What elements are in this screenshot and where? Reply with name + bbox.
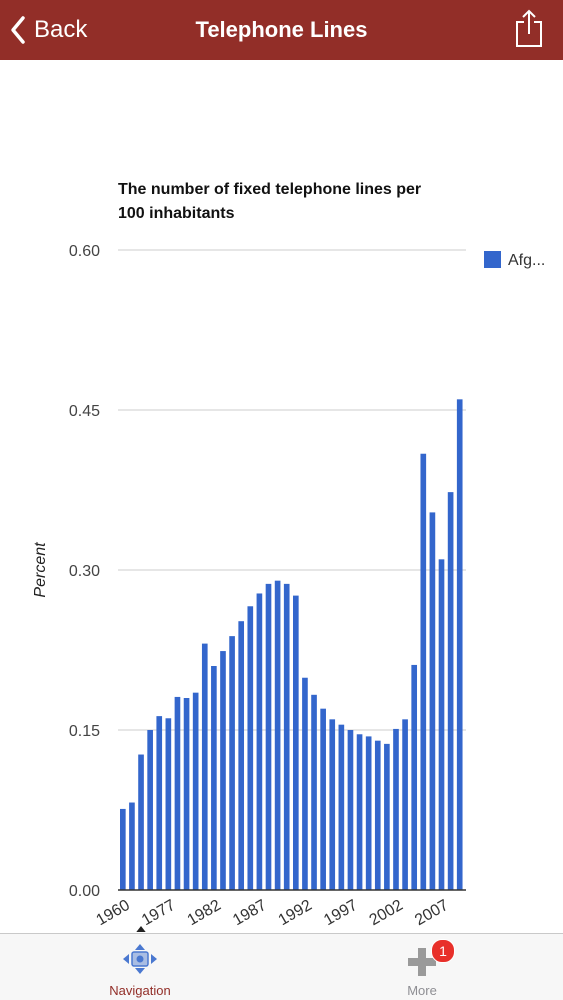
bar bbox=[311, 694, 317, 890]
bar bbox=[265, 583, 272, 890]
tab-more[interactable]: 1 More bbox=[352, 934, 492, 1000]
bar bbox=[138, 754, 144, 890]
bar bbox=[201, 643, 208, 890]
back-button[interactable]: Back bbox=[10, 10, 87, 50]
bar bbox=[238, 621, 245, 890]
bar bbox=[356, 734, 363, 890]
legend-swatch bbox=[484, 251, 501, 268]
bar bbox=[365, 736, 372, 890]
tab-more-label: More bbox=[407, 983, 437, 998]
bar bbox=[283, 583, 290, 890]
bar bbox=[429, 512, 436, 890]
x-tick-label: 2002 bbox=[367, 897, 406, 930]
bar bbox=[347, 730, 354, 890]
bar bbox=[211, 666, 217, 890]
x-tick-label: 2007 bbox=[412, 897, 451, 930]
bar bbox=[329, 719, 336, 890]
bar-chart: The number of fixed telephone lines per 1… bbox=[32, 181, 545, 932]
bar bbox=[192, 692, 199, 890]
share-button[interactable] bbox=[515, 8, 543, 53]
bar bbox=[411, 664, 418, 890]
bar bbox=[147, 730, 153, 890]
x-tick-label: 1960 bbox=[93, 897, 132, 930]
back-label: Back bbox=[34, 16, 88, 43]
bar bbox=[165, 718, 172, 890]
bar bbox=[338, 724, 345, 890]
bar bbox=[447, 492, 454, 890]
bar bbox=[256, 593, 263, 890]
top-nav-bar: Back Telephone Lines bbox=[0, 0, 563, 60]
x-tick-label: 1982 bbox=[185, 897, 224, 930]
bar bbox=[456, 399, 463, 890]
x-tick-label: 1997 bbox=[321, 897, 360, 930]
bar bbox=[302, 677, 308, 890]
x-tick-label: 1992 bbox=[276, 897, 315, 930]
bar bbox=[438, 559, 445, 890]
bar bbox=[229, 636, 235, 890]
tab-bar: Navigation 1 More bbox=[0, 933, 563, 1000]
bar bbox=[247, 606, 254, 890]
chart-title: 100 inhabitants bbox=[118, 205, 235, 222]
chart-title: The number of fixed telephone lines per bbox=[118, 181, 421, 198]
bar bbox=[374, 740, 381, 890]
chevron-left-icon bbox=[10, 15, 26, 45]
bar bbox=[129, 802, 135, 890]
bar bbox=[156, 716, 163, 890]
bar bbox=[274, 580, 281, 890]
y-axis-label: Percent bbox=[32, 542, 49, 598]
x-tick-label: 1987 bbox=[230, 897, 269, 930]
y-tick-label: 0.30 bbox=[69, 563, 100, 580]
bar bbox=[420, 453, 427, 890]
legend-label: Afg... bbox=[508, 252, 545, 269]
y-tick-label: 0.15 bbox=[69, 723, 100, 740]
notification-badge: 1 bbox=[431, 939, 455, 963]
bar bbox=[183, 698, 190, 890]
bar bbox=[384, 743, 390, 890]
bar bbox=[174, 696, 181, 890]
plus-icon bbox=[406, 946, 438, 983]
bar bbox=[293, 595, 299, 890]
bar bbox=[393, 728, 399, 890]
bar bbox=[320, 708, 326, 890]
bar bbox=[402, 719, 408, 890]
navigation-icon bbox=[120, 942, 160, 981]
y-tick-label: 0.45 bbox=[69, 403, 100, 420]
bar bbox=[220, 651, 226, 890]
bar bbox=[120, 808, 126, 890]
tab-navigation-label: Navigation bbox=[109, 983, 171, 998]
tab-navigation[interactable]: Navigation bbox=[70, 934, 210, 1000]
share-icon bbox=[515, 9, 543, 52]
x-tick-label: 1977 bbox=[139, 897, 178, 930]
y-tick-label: 0.60 bbox=[69, 243, 100, 260]
axis-marker-icon bbox=[136, 926, 146, 932]
y-tick-label: 0.00 bbox=[69, 883, 100, 900]
